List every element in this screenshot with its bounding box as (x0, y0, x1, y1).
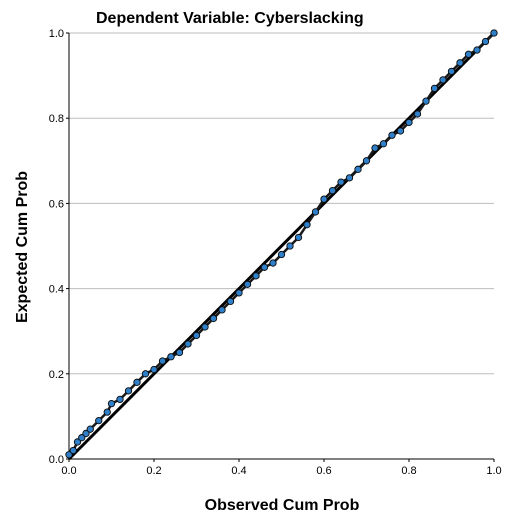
data-point (260, 263, 269, 271)
data-point (447, 67, 456, 75)
chart-title: Dependent Variable: Cyberslacking (96, 10, 364, 27)
data-point (243, 280, 252, 288)
data-point (362, 157, 371, 165)
data-point (303, 221, 311, 229)
data-point (192, 331, 201, 340)
data-point (464, 50, 473, 58)
x-tick-label: 0.8 (401, 465, 416, 477)
data-point (405, 118, 413, 127)
data-point (107, 399, 116, 408)
data-point (95, 417, 103, 425)
data-point (167, 353, 175, 361)
data-point (218, 306, 226, 314)
tick-labels: 0.0 0.2 0.4 0.6 0.8 1.0 0.0 0.2 0.4 0.6 0.8 1.0 (49, 28, 502, 477)
data-point (388, 131, 396, 139)
data-point (209, 314, 218, 323)
data-point (396, 127, 405, 135)
data-point (175, 348, 184, 357)
data-point (252, 272, 260, 280)
data-point (286, 242, 294, 250)
data-point (439, 76, 447, 84)
data-point (413, 110, 422, 118)
data-point (86, 425, 94, 433)
data-point (73, 438, 82, 446)
data-point (277, 250, 286, 259)
axes (66, 32, 495, 462)
y-axis-label: Expected Cum Prob (14, 171, 31, 323)
data-point (311, 208, 320, 216)
y-tick-label: 0.4 (49, 284, 64, 296)
series-trace (68, 32, 495, 456)
data-point (269, 259, 277, 267)
x-axis-label: Observed Cum Prob (205, 497, 360, 514)
data-point (158, 357, 167, 365)
y-tick-label: 0.0 (49, 454, 64, 466)
x-tick-label: 0.0 (61, 465, 76, 477)
data-point (150, 365, 158, 374)
gridlines (69, 32, 494, 375)
data-point (456, 59, 464, 67)
data-point (226, 297, 235, 306)
data-point (320, 195, 328, 203)
data-point (328, 186, 337, 195)
data-point (69, 446, 77, 455)
data-point (354, 165, 362, 173)
x-tick-label: 1.0 (486, 465, 501, 477)
y-tick-label: 0.2 (49, 369, 64, 381)
data-point (337, 178, 345, 186)
y-tick-label: 0.8 (49, 113, 64, 125)
data-point (78, 434, 86, 442)
data-points (65, 29, 498, 459)
data-point (473, 46, 481, 54)
x-tick-label: 0.6 (316, 465, 331, 477)
data-point (103, 408, 111, 416)
data-point (379, 140, 388, 148)
data-point (82, 429, 90, 438)
data-point (490, 29, 498, 37)
data-point (201, 323, 209, 331)
data-point (141, 370, 150, 378)
data-point (116, 395, 124, 404)
y-tick-label: 1.0 (49, 28, 64, 40)
data-point (422, 97, 430, 105)
data-point (65, 451, 73, 459)
data-point (294, 233, 303, 242)
data-point (235, 289, 243, 297)
data-point (371, 144, 379, 152)
x-tick-label: 0.4 (231, 465, 246, 477)
data-point (481, 37, 490, 46)
x-tick-label: 0.2 (146, 465, 161, 477)
y-tick-label: 0.6 (49, 198, 64, 210)
data-point (184, 340, 192, 348)
data-point (345, 174, 354, 182)
data-point (124, 387, 133, 395)
data-point (133, 378, 141, 386)
data-point (430, 84, 439, 93)
